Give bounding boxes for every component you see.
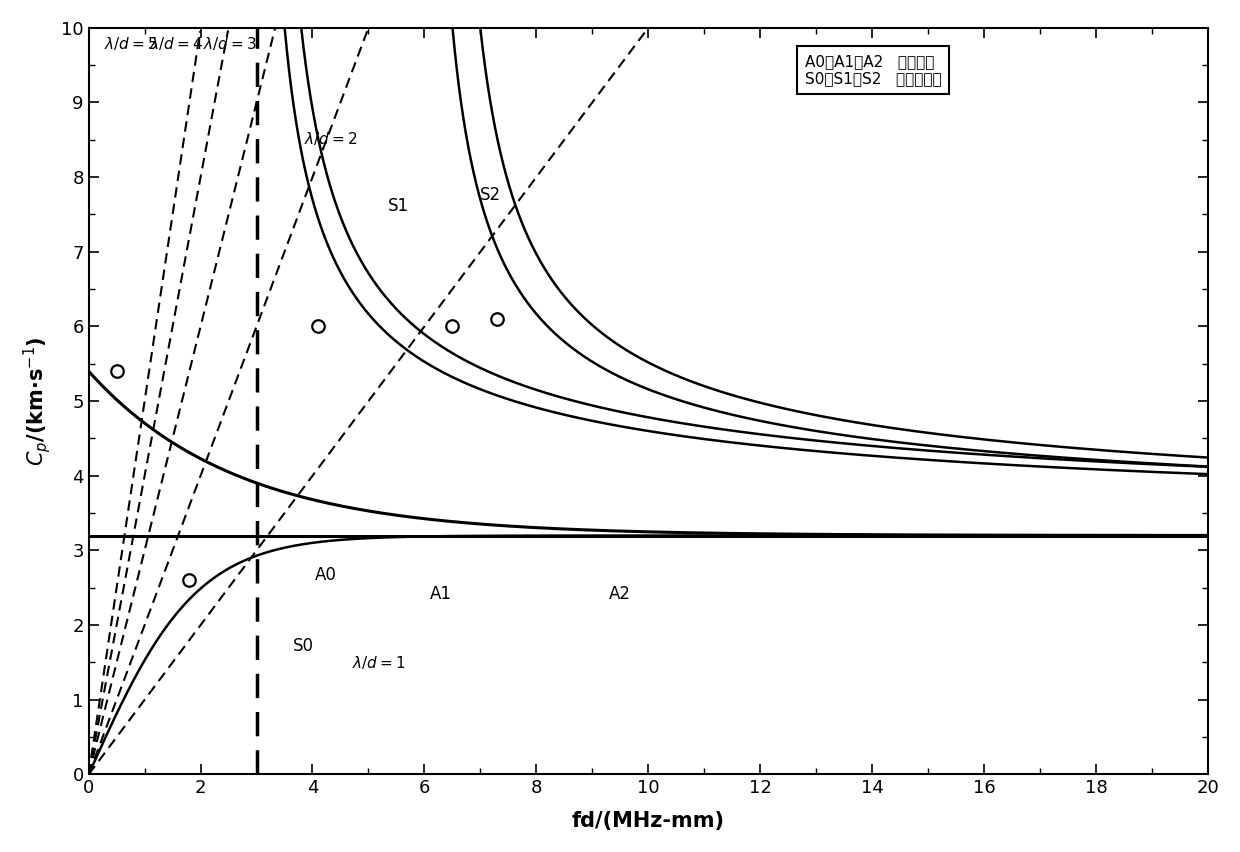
Text: A1: A1	[430, 585, 453, 603]
Text: $\lambda/d=5$: $\lambda/d=5$	[104, 35, 157, 52]
Text: $\lambda/d=4$: $\lambda/d=4$	[149, 35, 203, 52]
Text: $\lambda/d=2$: $\lambda/d=2$	[304, 130, 357, 147]
Text: S2: S2	[480, 186, 501, 204]
Y-axis label: $C_p$/(km·s$^{-1}$): $C_p$/(km·s$^{-1}$)	[21, 337, 53, 466]
Text: A0: A0	[315, 567, 337, 584]
Text: S0: S0	[293, 637, 314, 655]
Text: $\lambda/d=3$: $\lambda/d=3$	[203, 35, 257, 52]
Text: S1: S1	[388, 197, 409, 215]
Text: $\lambda/d=1$: $\lambda/d=1$	[352, 654, 405, 671]
X-axis label: fd/(MHz-mm): fd/(MHz-mm)	[572, 811, 724, 832]
Text: A2: A2	[609, 585, 631, 603]
Text: A0、A1和A2   对称模式
S0、S1和S2   反对称模式: A0、A1和A2 对称模式 S0、S1和S2 反对称模式	[805, 54, 941, 86]
